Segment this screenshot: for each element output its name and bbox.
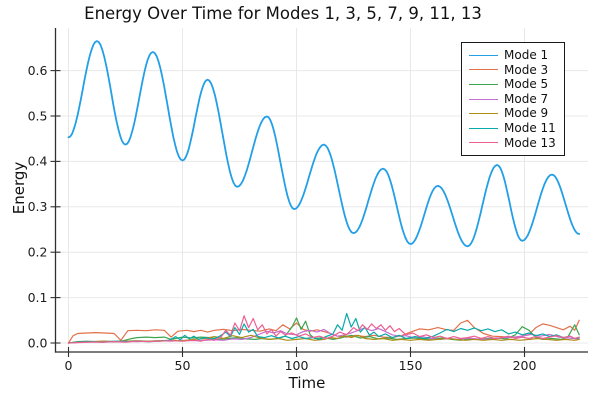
legend-line-sample — [469, 142, 498, 144]
x-axis-label: Time — [288, 374, 326, 392]
legend: Mode 1 Mode 3 Mode 5 Mode 7 Mode 9 Mode 11 Mod… — [461, 42, 565, 157]
series-line-mode-11 — [67, 312, 580, 344]
x-tick-label: 150 — [399, 358, 423, 373]
y-tick-label: 0.1 — [28, 290, 48, 305]
legend-line-sample — [469, 113, 498, 115]
legend-line-sample — [469, 83, 498, 85]
legend-item: Mode 3 — [469, 63, 556, 78]
series-line-mode-1 — [67, 40, 581, 248]
x-tick-label: 100 — [285, 358, 309, 373]
legend-item: Mode 11 — [469, 121, 556, 136]
legend-label: Mode 7 — [504, 91, 549, 106]
legend-item: Mode 7 — [469, 92, 556, 107]
y-tick-label: 0.0 — [28, 335, 48, 350]
x-tick-label: 50 — [175, 358, 191, 373]
series-line-mode-13 — [67, 315, 580, 344]
legend-label: Mode 3 — [504, 62, 549, 77]
y-tick-label: 0.3 — [28, 199, 48, 214]
y-tick-label: 0.5 — [28, 108, 48, 123]
legend-label: Mode 9 — [504, 106, 549, 121]
y-tick-label: 0.2 — [28, 245, 48, 260]
legend-line-sample — [469, 98, 498, 100]
legend-line-sample — [469, 127, 498, 129]
legend-label: Mode 1 — [504, 48, 549, 62]
legend-label: Mode 5 — [504, 77, 549, 92]
legend-line-sample — [469, 54, 498, 56]
x-tick-label: 200 — [513, 358, 537, 373]
y-tick-label: 0.4 — [28, 154, 48, 169]
x-tick-label: 0 — [65, 358, 73, 373]
legend-item: Mode 1 — [469, 48, 556, 63]
legend-label: Mode 13 — [504, 135, 556, 150]
legend-item: Mode 13 — [469, 136, 556, 151]
legend-item: Mode 5 — [469, 77, 556, 92]
y-axis-label: Energy — [10, 161, 28, 215]
chart-title: Energy Over Time for Modes 1, 3, 5, 7, 9… — [84, 4, 482, 23]
legend-line-sample — [469, 69, 498, 71]
y-tick-label: 0.6 — [28, 63, 48, 78]
legend-item: Mode 9 — [469, 106, 556, 121]
legend-label: Mode 11 — [504, 120, 556, 135]
